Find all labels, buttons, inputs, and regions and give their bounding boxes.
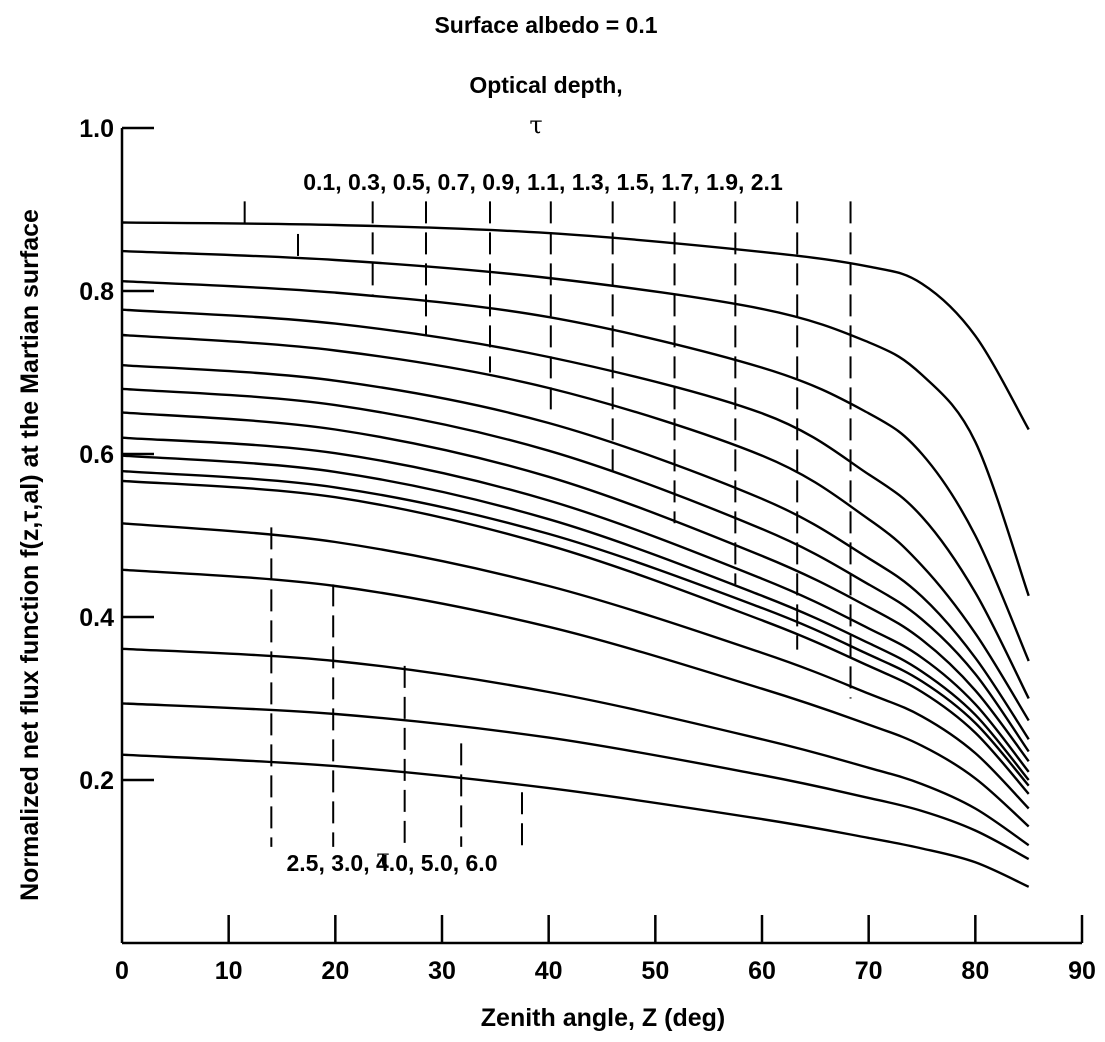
- series-line: [121, 364, 1030, 740]
- x-tick-label: 40: [535, 957, 563, 985]
- series-line: [121, 647, 1030, 847]
- y-tick-label: 1.0: [79, 115, 114, 143]
- series-line: [121, 702, 1030, 861]
- y-tick-label: 0.4: [79, 604, 114, 632]
- x-tick-label: 0: [115, 957, 129, 985]
- series-line: [121, 221, 1030, 431]
- x-tick-label: 30: [428, 957, 456, 985]
- series-line: [121, 333, 1030, 722]
- x-tick-label: 90: [1068, 957, 1096, 985]
- series-line: [121, 469, 1030, 787]
- series-line: [121, 753, 1030, 888]
- series-line: [121, 522, 1030, 810]
- series-line: [121, 479, 1030, 795]
- series-line: [121, 280, 1030, 662]
- y-tick-label: 0.2: [79, 767, 114, 795]
- markers: [243, 201, 852, 847]
- series-line: [121, 436, 1030, 773]
- chart-title: Surface albedo = 0.1: [434, 12, 657, 38]
- series-line: [121, 308, 1030, 700]
- x-tick-label: 10: [215, 957, 243, 985]
- upper-curve-labels: 0.1, 0.3, 0.5, 0.7, 0.9, 1.1, 1.3, 1.5, …: [303, 169, 783, 195]
- x-tick-label: 20: [321, 957, 349, 985]
- x-axis-label: Zenith angle, Z (deg): [481, 1004, 725, 1032]
- series-line: [121, 249, 1030, 597]
- x-tick-label: 50: [641, 957, 669, 985]
- upper-tau-symbol: τ: [529, 111, 542, 139]
- lower-tau-symbol: τ: [376, 844, 389, 872]
- y-tick-label: 0.8: [79, 278, 114, 306]
- chart-subtitle: Optical depth,: [469, 72, 622, 98]
- axes: 0 10 20 30 40 50 60 70 80 90 0.2 0.4 0.6 0.8 1.0: [79, 115, 1096, 985]
- y-tick-label: 0.6: [79, 441, 114, 469]
- lower-curve-labels: 2.5, 3.0, 4.0, 5.0, 6.0: [287, 850, 498, 876]
- x-tick-label: 70: [855, 957, 883, 985]
- series-line: [121, 387, 1030, 753]
- y-axis-label: Normalized net flux function f(z,τ,al) a…: [16, 209, 44, 901]
- series-line: [121, 411, 1030, 763]
- curves: [121, 221, 1030, 888]
- x-tick-label: 60: [748, 957, 776, 985]
- series-line: [121, 454, 1030, 781]
- x-tick-label: 80: [961, 957, 989, 985]
